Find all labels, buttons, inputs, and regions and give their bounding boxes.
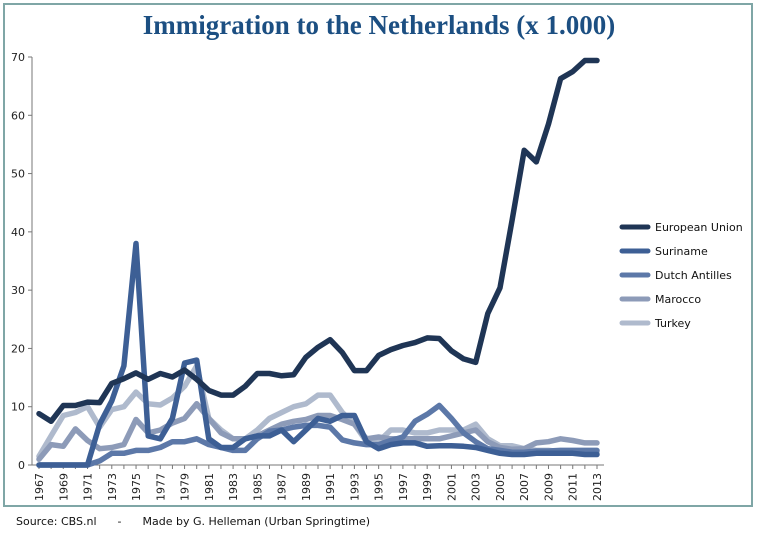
x-tick-label: 1975 xyxy=(130,473,143,501)
series-line-suriname xyxy=(36,240,600,468)
y-tick-label: 50 xyxy=(11,168,25,181)
y-tick-label: 30 xyxy=(11,284,25,297)
series-line-marocco xyxy=(36,401,600,462)
y-axis: 0 10 20 30 40 50 60 70 xyxy=(11,51,33,472)
x-tick-label: 1971 xyxy=(82,473,95,501)
x-tick-label: 2009 xyxy=(542,473,555,501)
legend-label: European Union xyxy=(655,221,743,234)
footer-separator: - xyxy=(117,515,122,528)
legend-label: Turkey xyxy=(654,317,691,330)
x-tick-label: 1977 xyxy=(154,473,167,501)
y-tick-label: 60 xyxy=(11,109,25,122)
series-lines xyxy=(36,57,600,468)
footer-credit: Made by G. Helleman (Urban Springtime) xyxy=(142,515,371,528)
legend-label: Suriname xyxy=(655,245,708,258)
x-tick-label: 1993 xyxy=(348,473,361,501)
y-tick-label: 0 xyxy=(18,459,25,472)
legend-label: Dutch Antilles xyxy=(655,269,732,282)
y-tick-label: 10 xyxy=(11,401,25,414)
x-tick-label: 1983 xyxy=(227,473,240,501)
x-tick-label: 1981 xyxy=(203,473,216,501)
x-tick-label: 1969 xyxy=(57,473,70,501)
x-tick-label: 1979 xyxy=(179,473,192,501)
footer: Source: CBS.nl - Made by G. Helleman (Ur… xyxy=(16,515,370,528)
series-line-european-union xyxy=(36,57,600,425)
x-tick-label: 1985 xyxy=(251,473,264,501)
x-tick-label: 2005 xyxy=(494,473,507,501)
x-tick-label: 2001 xyxy=(445,473,458,501)
legend: European Union Suriname Dutch Antilles Maro… xyxy=(619,221,743,330)
y-tick-label: 40 xyxy=(11,226,25,239)
y-tick-label: 70 xyxy=(11,51,25,64)
x-tick-label: 2007 xyxy=(518,473,531,501)
x-tick-label: 2011 xyxy=(567,473,580,501)
x-tick-label: 2013 xyxy=(591,473,604,501)
x-tick-label: 1973 xyxy=(106,473,119,501)
x-tick-label: 1991 xyxy=(324,473,337,501)
y-tick-label: 20 xyxy=(11,342,25,355)
x-axis: 1967 1969 1971 1973 1975 1977 1979 1981 1983 1985… xyxy=(32,464,604,501)
x-tick-label: 1987 xyxy=(276,473,289,501)
chart-frame xyxy=(3,3,753,507)
chart-title: Immigration to the Netherlands (x 1.000) xyxy=(142,10,616,40)
x-tick-label: 1989 xyxy=(300,473,313,501)
x-tick-label: 1995 xyxy=(373,473,386,501)
x-tick-label: 2003 xyxy=(470,473,483,501)
x-tick-label: 1999 xyxy=(421,473,434,501)
x-tick-label: 1967 xyxy=(33,473,46,501)
footer-source: Source: CBS.nl xyxy=(16,515,97,528)
legend-label: Marocco xyxy=(655,293,701,306)
x-tick-label: 1997 xyxy=(397,473,410,501)
